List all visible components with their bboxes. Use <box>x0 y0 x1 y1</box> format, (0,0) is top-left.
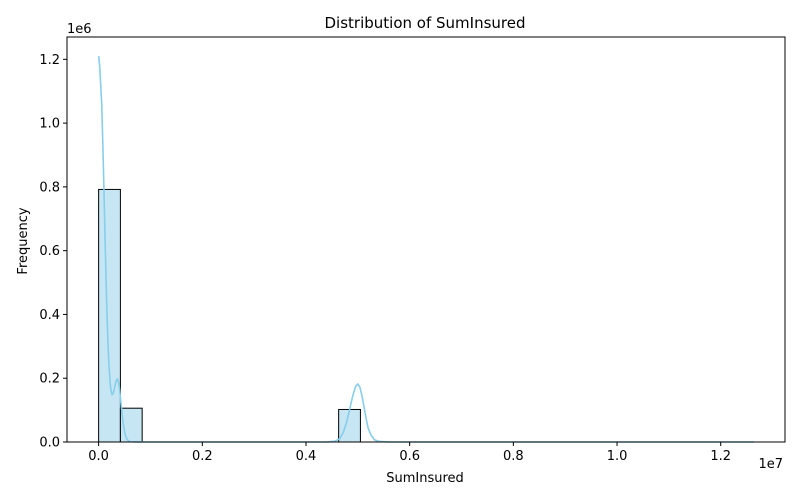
y-tick-label: 0.2 <box>39 372 60 387</box>
y-tick-label: 0.6 <box>39 244 60 259</box>
histogram-bar-2 <box>338 408 361 443</box>
y-tick-label: 0.4 <box>39 308 60 323</box>
chart-title: Distribution of SumInsured <box>325 14 526 32</box>
x-axis-offset-label: 1e7 <box>758 457 783 472</box>
y-tick-label: 0.8 <box>39 180 60 195</box>
plot-frame <box>66 36 786 443</box>
y-tick-label: 1.2 <box>39 53 60 68</box>
x-tick-label: 0.6 <box>399 449 420 464</box>
histogram-bar-0 <box>98 188 121 443</box>
x-tick-label: 0.0 <box>88 449 109 464</box>
kde-curve-layer <box>97 56 754 443</box>
y-axis-label: Frequency <box>16 207 31 274</box>
kde-line <box>97 56 754 443</box>
x-axis-ticks: 0.0 0.2 0.4 0.6 0.8 1.0 1.2 <box>88 442 731 464</box>
x-tick-label: 0.4 <box>296 449 317 464</box>
y-tick-label: 0.0 <box>39 436 60 451</box>
y-axis-ticks: 0.0 0.2 0.4 0.6 0.8 1.0 1.2 <box>39 53 67 451</box>
x-tick-label: 1.0 <box>607 449 628 464</box>
histogram-bars <box>98 188 361 443</box>
x-tick-label: 0.8 <box>503 449 524 464</box>
x-tick-label: 1.2 <box>710 449 731 464</box>
y-tick-label: 1.0 <box>39 117 60 132</box>
x-tick-label: 0.2 <box>192 449 213 464</box>
y-axis-offset-label: 1e6 <box>67 22 92 37</box>
x-axis-label: SumInsured <box>386 471 464 486</box>
